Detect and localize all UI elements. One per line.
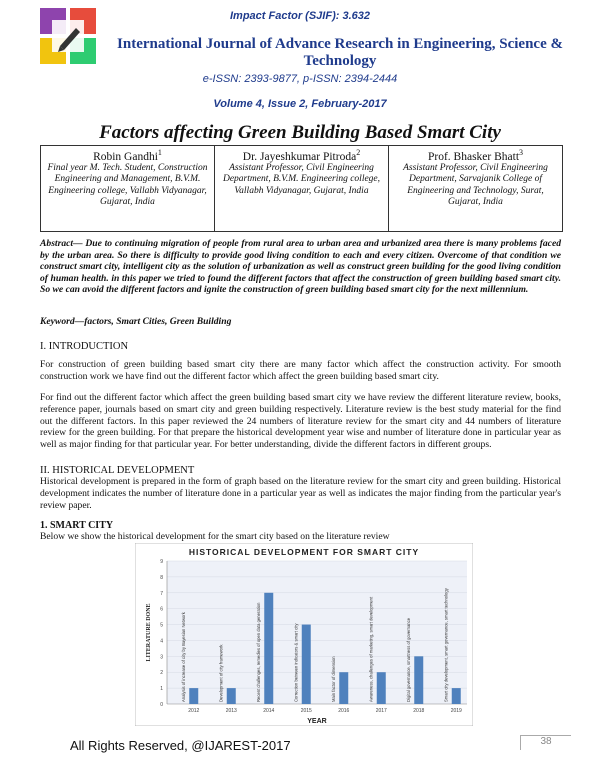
- subsection-heading-smart-city: 1. SMART CITY: [40, 520, 114, 531]
- footer-rights: All Rights Reserved, @IJAREST-2017: [70, 738, 291, 753]
- journal-name: International Journal of Advance Researc…: [117, 36, 563, 69]
- author-2: Dr. Jayeshkumar Pitroda2 Assistant Profe…: [215, 146, 389, 231]
- author-name: Robin Gandhi1: [93, 148, 162, 163]
- y-tick-label: 9: [160, 559, 163, 565]
- author-3: Prof. Bhasker Bhatt3 Assistant Professor…: [389, 146, 562, 231]
- impact-factor: Impact Factor (SJIF): 3.632: [230, 10, 370, 22]
- section-heading-historical: II. HISTORICAL DEVELOPMENT: [40, 465, 195, 476]
- bar-annotation: Digital governance, smartness of governa…: [406, 617, 411, 702]
- y-tick-label: 7: [160, 591, 163, 597]
- author-name: Dr. Jayeshkumar Pitroda2: [242, 148, 361, 163]
- x-tick-label: 2013: [226, 708, 237, 714]
- bar: [376, 672, 386, 704]
- abstract: Abstract— Due to continuing migration of…: [40, 238, 561, 295]
- bar: [414, 656, 424, 704]
- bar: [189, 688, 199, 704]
- y-tick-label: 8: [160, 575, 163, 581]
- issn: e-ISSN: 2393-9877, p-ISSN: 2394-2444: [202, 73, 398, 85]
- x-tick-label: 2018: [413, 708, 424, 714]
- author-affiliation: Final year M. Tech. Student, Constructio…: [47, 162, 208, 208]
- x-tick-label: 2017: [376, 708, 387, 714]
- bar: [451, 688, 461, 704]
- intro-paragraph-1: For construction of green building based…: [40, 359, 561, 382]
- journal-logo: [40, 8, 96, 64]
- bar-annotation: Awareness, challenges of marketing, smar…: [368, 596, 373, 702]
- page-number: 38: [520, 735, 571, 750]
- y-tick-label: 6: [160, 607, 163, 613]
- bar: [226, 688, 236, 704]
- intro-paragraph-2: For find out the different factor which …: [40, 392, 561, 451]
- author-1: Robin Gandhi1 Final year M. Tech. Studen…: [41, 146, 215, 231]
- volume-issue: Volume 4, Issue 2, February-2017: [213, 98, 387, 110]
- historical-paragraph: Historical development is prepared in th…: [40, 476, 561, 511]
- bar-annotation: Analysis of increase of city by Bayesian…: [181, 611, 186, 702]
- x-tick-label: 2014: [263, 708, 274, 714]
- bar-annotation: Development of city framework: [218, 644, 223, 702]
- paper-title: Factors affecting Green Building Based S…: [99, 122, 501, 143]
- y-tick-label: 1: [160, 686, 163, 692]
- x-tick-label: 2019: [451, 708, 462, 714]
- chart-title: HISTORICAL DEVELOPMENT FOR SMART CITY: [189, 547, 419, 557]
- bar-annotation: Smart city development, smart governance…: [443, 587, 448, 702]
- y-tick-label: 0: [160, 702, 163, 708]
- bar-annotation: Recent challenges, remedies of open data…: [256, 602, 261, 702]
- x-tick-label: 2012: [188, 708, 199, 714]
- keywords: Keyword—factors, Smart Cities, Green Bui…: [40, 316, 232, 327]
- bar-annotation: Main factor of dimension: [331, 656, 336, 702]
- author-name: Prof. Bhasker Bhatt3: [427, 148, 524, 163]
- y-axis-label: LITERATURE DONE: [146, 603, 152, 661]
- bar: [301, 624, 311, 704]
- bar-annotation: Correction between indicators & smart ci…: [293, 623, 298, 702]
- authors-table: Robin Gandhi1 Final year M. Tech. Studen…: [40, 145, 563, 232]
- author-affiliation: Assistant Professor, Civil Engineering D…: [222, 162, 381, 196]
- bar: [264, 592, 274, 704]
- author-affiliation: Assistant Professor, Civil Engineering D…: [403, 162, 548, 208]
- x-tick-label: 2016: [338, 708, 349, 714]
- y-tick-label: 5: [160, 623, 163, 629]
- y-tick-label: 2: [160, 670, 163, 676]
- x-axis-label: YEAR: [307, 718, 326, 725]
- historical-development-chart: HISTORICAL DEVELOPMENT FOR SMART CITY 0 1 2…: [135, 543, 473, 726]
- smart-city-paragraph: Below we show the historical development…: [40, 531, 390, 542]
- y-tick-label: 3: [160, 654, 163, 660]
- section-heading-introduction: I. INTRODUCTION: [40, 341, 129, 352]
- y-tick-label: 4: [160, 638, 163, 644]
- x-tick-label: 2015: [301, 708, 312, 714]
- bar: [339, 672, 349, 704]
